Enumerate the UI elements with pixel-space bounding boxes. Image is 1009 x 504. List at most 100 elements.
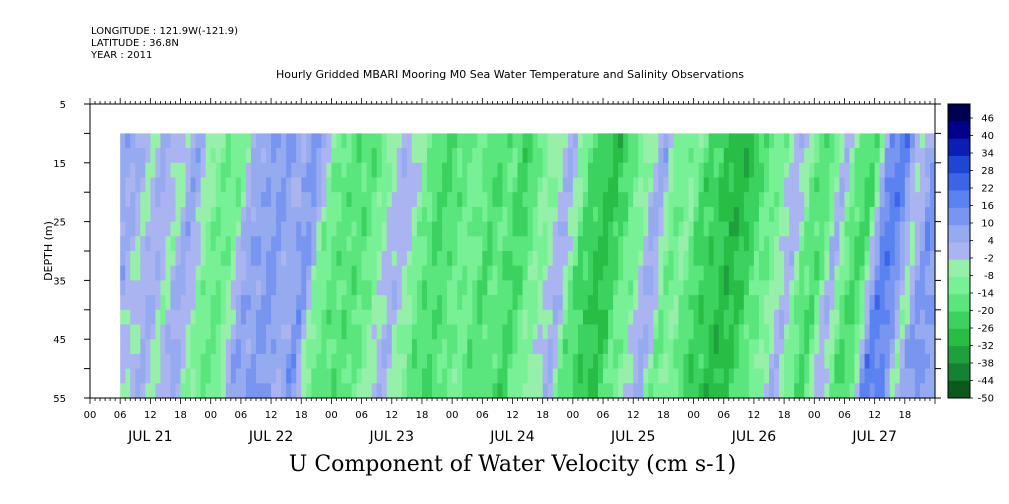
heatmap-cell <box>195 295 202 311</box>
heatmap-cell <box>839 295 846 311</box>
heatmap-cell <box>723 309 730 326</box>
heatmap-cell <box>195 251 202 267</box>
heatmap-cell <box>829 353 836 370</box>
heatmap-cell <box>668 251 675 267</box>
heatmap-cell <box>301 353 307 370</box>
heatmap-cell <box>577 236 584 252</box>
heatmap-cell <box>547 148 554 164</box>
heatmap-cell <box>547 236 554 252</box>
heatmap-cell <box>603 251 609 267</box>
heatmap-cell <box>557 295 564 311</box>
heatmap-cell <box>261 309 267 326</box>
heatmap-cell <box>638 339 644 355</box>
heatmap-cell <box>864 280 871 296</box>
heatmap-cell <box>859 236 866 252</box>
heatmap-cell <box>381 133 388 149</box>
heatmap-cell <box>789 251 795 267</box>
heatmap-cell <box>361 265 368 281</box>
heatmap-cell <box>230 383 237 399</box>
heatmap-cell <box>824 353 830 370</box>
heatmap-cell <box>718 148 725 164</box>
colorbar-swatch <box>948 207 970 226</box>
heatmap-cell <box>462 192 468 208</box>
heatmap-cell <box>401 309 408 326</box>
heatmap-cell <box>155 383 162 399</box>
heatmap-cell <box>849 206 856 223</box>
heatmap-cell <box>673 221 680 237</box>
heatmap-cell <box>522 353 529 370</box>
heatmap-cell <box>351 339 358 355</box>
heatmap-cell <box>482 177 488 193</box>
heatmap-cell <box>477 192 483 208</box>
heatmap-cell <box>140 177 146 193</box>
heatmap-cell <box>824 295 830 311</box>
heatmap-cell <box>125 265 131 281</box>
heatmap-cell <box>497 339 504 355</box>
heatmap-cell <box>889 221 896 237</box>
heatmap-cell <box>859 280 866 296</box>
heatmap-cell <box>929 192 936 208</box>
heatmap-cell <box>562 148 569 164</box>
heatmap-cell <box>844 324 851 340</box>
heatmap-cell <box>889 339 896 355</box>
heatmap-cell <box>507 295 514 311</box>
heatmap-cell <box>592 192 599 208</box>
heatmap-cell <box>296 133 302 149</box>
heatmap-cell <box>638 251 644 267</box>
heatmap-cell <box>266 206 272 223</box>
heatmap-cell <box>698 148 705 164</box>
heatmap-cell <box>623 162 629 179</box>
heatmap-cell <box>180 236 187 252</box>
heatmap-cell <box>175 368 182 384</box>
heatmap-cell <box>125 162 131 179</box>
heatmap-cell <box>261 295 267 311</box>
heatmap-cell <box>492 309 499 326</box>
heatmap-cell <box>718 133 725 149</box>
heatmap-cell <box>190 324 197 340</box>
colorbar-label: 46 <box>981 114 994 125</box>
heatmap-cell <box>487 177 493 193</box>
x-hour-label: 18 <box>778 410 791 421</box>
heatmap-cell <box>909 177 916 193</box>
heatmap-cell <box>658 221 664 237</box>
heatmap-cell <box>673 309 680 326</box>
heatmap-cell <box>457 280 463 296</box>
heatmap-cell <box>678 251 685 267</box>
heatmap-cell <box>467 265 473 281</box>
heatmap-cell <box>854 162 861 179</box>
heatmap-cell <box>769 324 775 340</box>
heatmap-cell <box>507 339 514 355</box>
heatmap-cell <box>421 206 428 223</box>
heatmap-cell <box>180 309 187 326</box>
heatmap-cell <box>899 148 906 164</box>
heatmap-cell <box>205 133 212 149</box>
heatmap-cell <box>311 148 317 164</box>
heatmap-cell <box>683 162 690 179</box>
heatmap-cell <box>225 192 232 208</box>
heatmap-cell <box>608 251 614 267</box>
heatmap-cell <box>854 295 861 311</box>
heatmap-cell <box>452 383 458 399</box>
heatmap-cell <box>462 339 468 355</box>
heatmap-cell <box>804 383 810 399</box>
x-hour-label: 06 <box>838 410 851 421</box>
colorbar-label: 4 <box>988 236 994 247</box>
heatmap-cell <box>386 221 393 237</box>
heatmap-cell <box>261 383 267 399</box>
y-tick-label: 55 <box>53 394 66 405</box>
heatmap-cell <box>512 295 519 311</box>
heatmap-cell <box>391 221 398 237</box>
heatmap-cell <box>542 162 549 179</box>
heatmap-cell <box>673 280 680 296</box>
heatmap-cell <box>311 265 317 281</box>
heatmap-cell <box>477 383 483 399</box>
heatmap-cell <box>220 251 227 267</box>
heatmap-cell <box>547 162 554 179</box>
heatmap-cell <box>220 206 227 223</box>
heatmap-cell <box>462 148 468 164</box>
heatmap-cell <box>618 192 624 208</box>
heatmap-cell <box>929 251 936 267</box>
heatmap-cell <box>326 192 333 208</box>
heatmap-cell <box>582 162 589 179</box>
